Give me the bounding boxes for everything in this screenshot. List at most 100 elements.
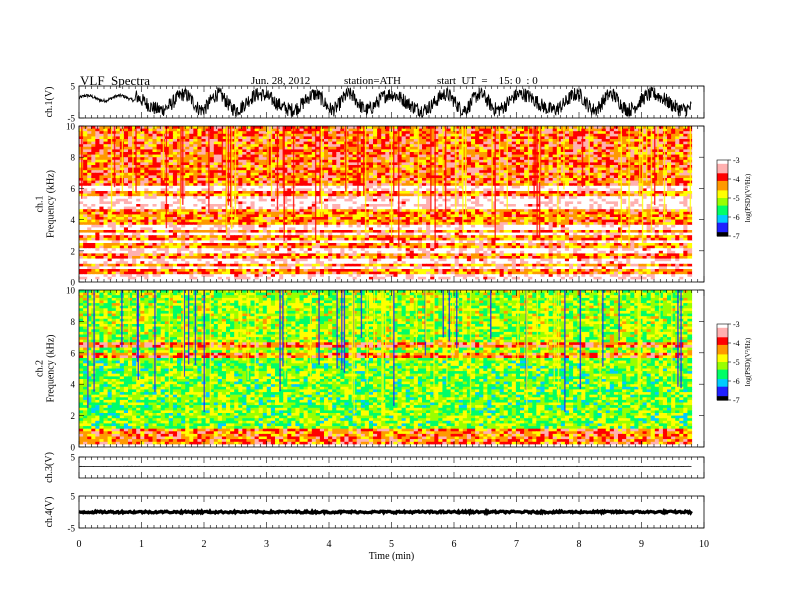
spectrogram-cell — [536, 126, 541, 130]
spectrogram-cell — [115, 133, 121, 137]
spectrogram-cell — [520, 133, 525, 137]
spectrogram-cell — [123, 136, 129, 140]
spectrogram-cell — [213, 128, 219, 132]
spectrogram-cell — [552, 126, 558, 130]
spectrogram-cell — [213, 144, 219, 148]
spectrogram-cell — [507, 141, 513, 145]
spectrogram-cell — [475, 141, 480, 145]
spectrogram-cell — [520, 131, 525, 135]
spectrogram-cell — [352, 133, 358, 137]
spectrogram-cell — [503, 136, 509, 140]
spectrogram-cell — [487, 136, 492, 140]
spectrogram-cell — [128, 126, 133, 130]
spectrogram-cell — [168, 141, 174, 145]
spectrogram-cell — [426, 128, 431, 132]
spectrogram-cell — [622, 141, 627, 145]
spectrogram-cell — [242, 126, 247, 130]
spectrogram-cell — [658, 126, 664, 130]
spectrogram-cell — [328, 128, 333, 132]
spectrogram-cell — [548, 139, 554, 143]
spectrogram-cell — [405, 133, 411, 137]
spectrogram-cell — [434, 133, 439, 137]
spectrogram-cell — [495, 136, 501, 140]
spectrogram-cell — [197, 133, 203, 137]
spectrogram-cell — [589, 131, 595, 135]
spectrogram-cell — [356, 139, 362, 143]
spectrogram-cell — [303, 131, 309, 135]
spectrogram-cell — [671, 141, 676, 145]
spectrogram-cell — [471, 133, 476, 137]
spectrogram-cell — [585, 133, 590, 137]
spectrogram-cell — [487, 131, 492, 135]
spectrogram-cell — [401, 141, 407, 145]
spectrogram-cell — [507, 131, 513, 135]
spectrogram-cell — [471, 141, 476, 145]
spectrogram-cell — [356, 128, 362, 132]
spectrogram-cell — [193, 133, 198, 137]
spectrogram-cell — [479, 126, 484, 130]
spectrogram-cell — [552, 133, 558, 137]
spectrogram-cell — [315, 133, 321, 137]
spectrogram-cell — [123, 133, 129, 137]
spectrogram-cell — [177, 126, 182, 130]
spectrogram-cell — [193, 141, 198, 145]
spectrogram-cell — [442, 128, 448, 132]
spectrogram-cell — [258, 126, 264, 130]
spectrogram-cell — [679, 126, 684, 130]
spectrogram-cell — [446, 136, 452, 140]
spectrogram-cell — [385, 144, 390, 148]
spectrogram-cell — [454, 141, 460, 145]
spectrogram-cell — [430, 141, 435, 145]
spectrogram-cell — [136, 144, 141, 148]
spectrogram-cell — [373, 139, 378, 143]
spectrogram-cell — [405, 126, 411, 130]
spectrogram-cell — [564, 139, 570, 143]
spectrogram-cell — [91, 133, 96, 137]
spectrogram-cell — [328, 141, 333, 145]
spectrogram-cell — [642, 126, 648, 130]
spectrogram-cell — [577, 136, 582, 140]
spectrogram-cell — [123, 139, 129, 143]
spectrogram-cell — [650, 141, 656, 145]
spectrogram-cell — [430, 133, 435, 137]
spectrogram-cell — [511, 128, 517, 132]
spectrogram-cell — [87, 141, 92, 145]
spectrogram-cell — [209, 126, 215, 130]
spectrogram-cell — [164, 144, 170, 148]
spectrogram-cell — [258, 139, 264, 143]
spectrogram-cell — [132, 139, 137, 143]
spectrogram-cell — [185, 139, 190, 143]
spectrogram-cell — [221, 133, 227, 137]
spectrogram-cell — [515, 136, 521, 140]
spectrogram-cell — [511, 133, 517, 137]
spectrogram-cell — [332, 126, 337, 130]
spectrogram-cell — [332, 136, 337, 140]
spectrogram-cell — [520, 126, 525, 130]
spectrogram-cell — [242, 136, 247, 140]
spectrogram-cell — [430, 139, 435, 143]
spectrogram-cell — [177, 139, 182, 143]
spectrogram-cell — [593, 139, 599, 143]
spectrogram-cell — [299, 133, 305, 137]
spectrogram-cell — [164, 126, 170, 130]
spectrogram-cell — [238, 141, 243, 145]
spectrogram-cell — [307, 139, 313, 143]
spectrogram-cell — [662, 136, 668, 140]
spectrogram-cell — [197, 128, 203, 132]
spectrogram-cell — [172, 133, 178, 137]
spectrogram-cell — [340, 144, 345, 148]
spectrogram-cell — [295, 131, 301, 135]
spectrogram-cell — [336, 144, 341, 148]
spectrogram-cell — [528, 126, 533, 130]
spectrogram-cell — [581, 139, 586, 143]
spectrogram-cell — [136, 133, 141, 137]
spectrogram-cell — [295, 139, 301, 143]
spectrogram-cell — [356, 131, 362, 135]
spectrogram-cell — [307, 144, 313, 148]
spectrogram-cell — [646, 128, 652, 132]
spectrogram-cell — [581, 136, 586, 140]
waveform-line — [78, 86, 692, 118]
spectrogram-cell — [213, 133, 219, 137]
spectrogram-cell — [128, 144, 133, 148]
spectrogram-cell — [593, 136, 599, 140]
